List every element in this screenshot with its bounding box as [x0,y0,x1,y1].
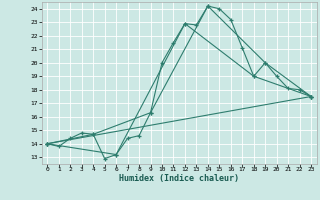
X-axis label: Humidex (Indice chaleur): Humidex (Indice chaleur) [119,174,239,183]
